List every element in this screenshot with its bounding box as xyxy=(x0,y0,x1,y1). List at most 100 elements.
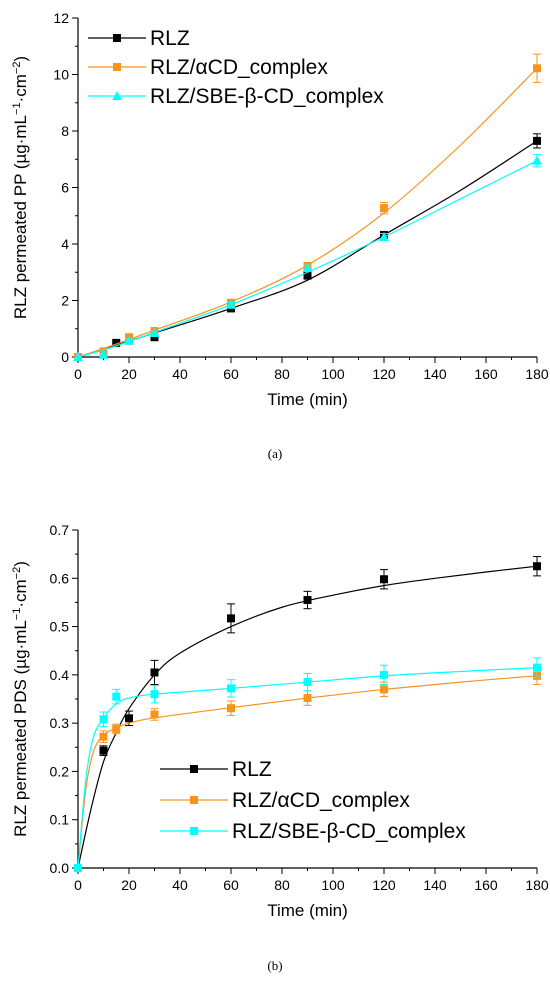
legend-label: RLZ/αCD_complex xyxy=(232,789,410,812)
data-point xyxy=(98,349,109,359)
data-point xyxy=(380,575,388,584)
data-point xyxy=(149,327,160,337)
x-tick-label: 100 xyxy=(321,366,345,382)
y-tick-label: 10 xyxy=(53,67,69,83)
data-point xyxy=(99,746,108,755)
legend-marker xyxy=(113,63,121,71)
x-tick-label: 80 xyxy=(274,366,290,382)
legend-entry: RLZ/αCD_complex xyxy=(88,56,328,79)
y-tick-label: 12 xyxy=(53,10,69,26)
data-point xyxy=(150,690,159,699)
legend-label: RLZ xyxy=(150,27,190,50)
data-point xyxy=(533,136,541,145)
data-point xyxy=(112,338,121,347)
y-tick-label: 0.0 xyxy=(50,860,70,876)
x-tick-label: 180 xyxy=(525,366,549,382)
x-tick-label: 160 xyxy=(474,366,498,382)
series-line xyxy=(77,675,538,869)
y-tick-label: 0.3 xyxy=(50,715,70,731)
y-tick-label: 4 xyxy=(61,236,69,252)
x-tick-label: 100 xyxy=(321,877,345,893)
data-point xyxy=(226,299,236,309)
panel-caption: (b) xyxy=(267,958,282,973)
x-tick-label: 80 xyxy=(274,877,290,893)
data-point xyxy=(532,155,542,165)
data-point xyxy=(379,231,389,241)
y-tick-label: 0.2 xyxy=(50,763,70,779)
legend-entry: RLZ/SBE-β-CD_complex xyxy=(160,820,466,843)
x-tick-label: 60 xyxy=(223,877,239,893)
x-tick-label: 160 xyxy=(474,877,498,893)
y-tick-label: 0.1 xyxy=(50,812,70,828)
y-tick-label: 8 xyxy=(61,123,69,139)
y-tick-label: 0.5 xyxy=(50,619,70,635)
legend-marker xyxy=(113,34,121,42)
data-point xyxy=(150,668,159,677)
x-tick-label: 140 xyxy=(423,366,447,382)
data-point xyxy=(227,684,235,693)
data-point xyxy=(150,710,159,719)
data-point xyxy=(112,724,121,733)
y-tick-label: 0.4 xyxy=(50,667,70,683)
data-point xyxy=(73,352,83,361)
data-point xyxy=(124,335,134,345)
data-point xyxy=(227,704,235,713)
legend-marker xyxy=(112,91,122,100)
y-tick-label: 6 xyxy=(61,180,69,196)
x-tick-label: 20 xyxy=(121,366,137,382)
legend-label: RLZ/αCD_complex xyxy=(150,56,328,79)
x-axis-label: Time (min) xyxy=(267,390,348,409)
legend-entry: RLZ/αCD_complex xyxy=(160,789,410,812)
series-line xyxy=(77,67,538,358)
data-point xyxy=(533,64,541,73)
y-tick-label: 2 xyxy=(61,293,69,309)
data-point xyxy=(533,562,541,571)
data-point xyxy=(303,694,312,703)
data-point xyxy=(74,864,82,872)
data-point xyxy=(112,692,121,701)
x-axis-label: Time (min) xyxy=(267,901,348,920)
data-point xyxy=(150,333,159,342)
data-point xyxy=(380,204,388,213)
data-point xyxy=(99,715,108,724)
x-tick-label: 20 xyxy=(121,877,137,893)
y-tick-label: 0.7 xyxy=(50,522,70,538)
legend-marker xyxy=(190,796,198,804)
chart-panel-a: 0 20 40 60 80 100 120 140 160 180 0 2 4 6 8 10 12 Time (m… xyxy=(11,10,549,461)
data-point xyxy=(302,263,313,273)
y-axis-label: RLZ permeated PP (µg·mL−1·cm−2) xyxy=(11,56,30,319)
data-point xyxy=(533,663,541,672)
x-tick-label: 120 xyxy=(372,366,396,382)
x-tick-label: 120 xyxy=(372,877,396,893)
y-tick-label: 0 xyxy=(61,349,69,365)
series-line xyxy=(77,140,538,358)
data-point xyxy=(125,714,133,723)
legend-label: RLZ/SBE-β-CD_complex xyxy=(232,820,466,843)
x-tick-label: 0 xyxy=(74,366,82,382)
chart-panel-b: 0 20 40 60 80 100 120 140 160 180 0.0 0.1 0.2 0.3 0.4 0… xyxy=(11,522,549,973)
series-line xyxy=(77,667,538,869)
x-tick-label: 60 xyxy=(223,366,239,382)
series xyxy=(74,657,541,872)
data-point xyxy=(99,732,108,741)
x-tick-label: 140 xyxy=(423,877,447,893)
y-axis-label: RLZ permeated PDS (µg·mL−1·cm−2) xyxy=(11,561,30,837)
x-tick-label: 0 xyxy=(74,877,82,893)
panel-caption: (a) xyxy=(268,446,282,461)
y-tick-label: 0.6 xyxy=(50,570,70,586)
legend-entry: RLZ/SBE-β-CD_complex xyxy=(88,85,384,108)
x-tick-label: 180 xyxy=(525,877,549,893)
legend-marker xyxy=(190,827,198,835)
data-point xyxy=(227,614,235,623)
legend-label: RLZ/SBE-β-CD_complex xyxy=(150,85,384,108)
legend-entry: RLZ xyxy=(160,758,272,781)
series xyxy=(74,133,541,361)
legend-entry: RLZ xyxy=(88,27,190,50)
legend-marker xyxy=(190,765,198,773)
series-line xyxy=(77,160,538,358)
data-point xyxy=(303,271,312,280)
data-point xyxy=(303,596,312,605)
series xyxy=(73,153,542,361)
x-tick-label: 40 xyxy=(172,366,188,382)
